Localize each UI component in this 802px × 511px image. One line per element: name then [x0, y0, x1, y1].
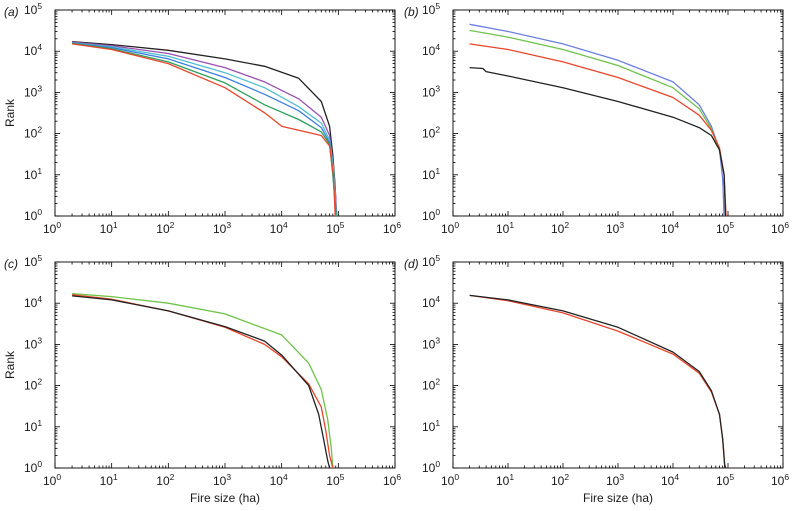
panel-d-ytick-label: 100 — [422, 459, 440, 475]
panel-d-label: (d) — [404, 257, 419, 271]
panel-a-ytick-label: 100 — [24, 207, 42, 223]
panel-a-ytick-label: 102 — [24, 125, 42, 141]
panel-b-xtick-label: 105 — [716, 220, 734, 236]
panel-b-xtick-label: 101 — [496, 220, 514, 236]
panel-a-xtick-label: 101 — [100, 220, 118, 236]
panel-d-series-line — [469, 294, 726, 469]
panel-b-ytick-label: 100 — [422, 207, 440, 223]
panel-c-frame — [54, 261, 396, 469]
panel-b-xtick-label: 104 — [661, 220, 679, 236]
panel-b-series-line — [469, 23, 725, 217]
panel-c-ytick-label: 104 — [24, 294, 42, 310]
panel-a-series-line — [72, 43, 336, 217]
panel-b-xtick-label: 102 — [551, 220, 569, 236]
panel-d-ticks: 100 101 102 103 104 105 106 100 101 102 103 104 105 — [422, 253, 789, 488]
panel-a-ytick-label: 101 — [24, 166, 42, 182]
panel-a-ytick-label: 104 — [24, 42, 42, 58]
panel-a-xtick-label: 103 — [213, 220, 231, 236]
panel-c-ticks: 100 101 102 103 104 105 106 100 101 102 103 104 105 — [24, 253, 401, 488]
panel-d-frame — [452, 261, 784, 469]
panel-d-xlabel: Fire size (ha) — [583, 491, 653, 505]
panel-d-ytick-label: 105 — [422, 253, 440, 269]
panel-c-plot — [72, 293, 334, 469]
panel-a-ytick-label: 105 — [24, 1, 42, 17]
panel-c-ylabel: Rank — [3, 350, 17, 379]
panel-d-plot — [469, 294, 726, 469]
panel-c-xtick-label: 105 — [326, 472, 344, 488]
panel-a-frame — [54, 9, 396, 217]
panel-d-xtick-label: 105 — [716, 472, 734, 488]
panel-c-xtick-label: 106 — [383, 472, 401, 488]
panel-c-xtick-label: 100 — [43, 472, 61, 488]
panel-c-xtick-label: 103 — [213, 472, 231, 488]
panel-d-xtick-label: 106 — [771, 472, 789, 488]
panel-a-xtick-label: 106 — [383, 220, 401, 236]
panel-a-plot — [72, 41, 338, 217]
panel-b-series-line — [469, 66, 727, 217]
panel-a-ytick-label: 103 — [24, 83, 42, 99]
panel-c-xtick-label: 104 — [270, 472, 288, 488]
panel-d-xtick-label: 103 — [606, 472, 624, 488]
panel-b-xtick-label: 106 — [771, 220, 789, 236]
panel-d: (d) 100 101 102 103 104 105 106 100 101 102 103 104… — [404, 253, 789, 505]
panel-a-ticks: 100 101 102 103 104 105 106 100 101 102 103 104 105 — [24, 1, 401, 236]
panel-b-ytick-label: 101 — [422, 166, 440, 182]
panel-a-ylabel: Rank — [3, 98, 17, 127]
panel-d-ytick-label: 103 — [422, 335, 440, 351]
panel-b-xtick-label: 103 — [606, 220, 624, 236]
panel-c-xtick-label: 101 — [100, 472, 118, 488]
panel-a: (a) 100 101 102 103 104 105 106 100 101 102 103 104… — [3, 1, 401, 236]
panel-b-xtick-label: 100 — [441, 220, 459, 236]
panel-c-ytick-label: 101 — [24, 418, 42, 434]
panel-a-xtick-label: 104 — [270, 220, 288, 236]
panel-a-label: (a) — [4, 5, 19, 19]
panel-c-ytick-label: 100 — [24, 459, 42, 475]
panel-c-series-line — [72, 295, 331, 469]
panel-b-ticks: 100 101 102 103 104 105 106 100 101 102 103 104 105 — [422, 1, 789, 236]
panel-d-xtick-label: 100 — [441, 472, 459, 488]
panel-b-frame — [452, 9, 784, 217]
panel-c-series-line — [72, 293, 334, 469]
panel-c-xlabel: Fire size (ha) — [190, 491, 260, 505]
panel-a-xtick-label: 100 — [43, 220, 61, 236]
panel-c-ytick-label: 102 — [24, 377, 42, 393]
panel-b-ytick-label: 104 — [422, 42, 440, 58]
panel-d-ytick-label: 102 — [422, 377, 440, 393]
panel-b: (b) 100 101 102 103 104 105 106 100 101 102 103 104… — [404, 1, 789, 236]
panel-d-ytick-label: 101 — [422, 418, 440, 434]
panel-c-label: (c) — [4, 257, 18, 271]
panel-d-xtick-label: 101 — [496, 472, 514, 488]
panel-b-plot — [469, 23, 727, 217]
panel-a-xtick-label: 105 — [326, 220, 344, 236]
panel-b-ytick-label: 105 — [422, 1, 440, 17]
panel-d-ytick-label: 104 — [422, 294, 440, 310]
panel-b-ytick-label: 103 — [422, 83, 440, 99]
panel-b-ytick-label: 102 — [422, 125, 440, 141]
panel-d-xtick-label: 104 — [661, 472, 679, 488]
panel-c-xtick-label: 102 — [156, 472, 174, 488]
panel-b-label: (b) — [404, 5, 419, 19]
panel-c-ytick-label: 103 — [24, 335, 42, 351]
panel-d-xtick-label: 102 — [551, 472, 569, 488]
panel-c-ytick-label: 105 — [24, 253, 42, 269]
panel-a-xtick-label: 102 — [156, 220, 174, 236]
panel-c: (c) 100 101 102 103 104 105 106 100 101 102 103 104… — [3, 253, 401, 505]
